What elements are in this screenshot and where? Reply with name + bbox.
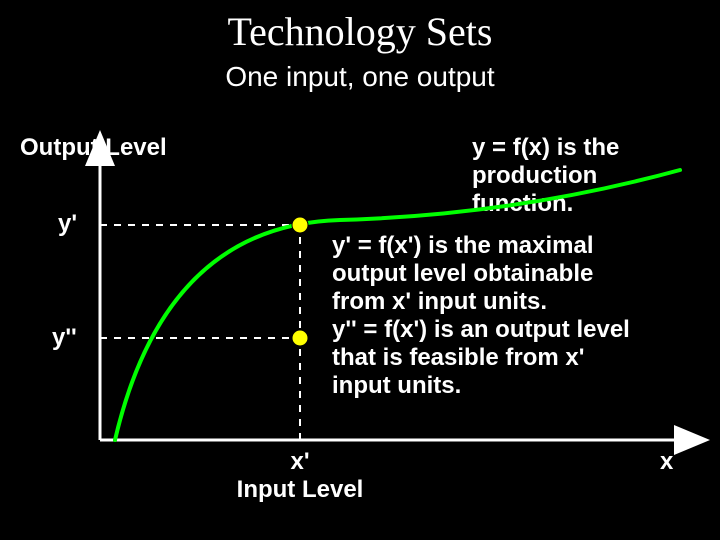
- desc-line-8: that is feasible from x': [332, 344, 584, 372]
- x-axis-label: x: [660, 448, 673, 476]
- desc-line-4: y' = f(x') is the maximal: [332, 232, 594, 260]
- y-prime-label: y': [58, 210, 77, 238]
- desc-line-5: output level obtainable: [332, 260, 593, 288]
- page-title: Technology Sets: [0, 8, 720, 55]
- desc-line-2: production: [472, 162, 597, 190]
- desc-line-3: function.: [472, 190, 573, 218]
- x-prime-label: x': [280, 448, 320, 476]
- desc-line-1: y = f(x) is the: [472, 134, 619, 162]
- desc-line-6: from x' input units.: [332, 288, 547, 316]
- page-subtitle: One input, one output: [0, 61, 720, 93]
- desc-line-9: input units.: [332, 372, 461, 400]
- output-level-label: Output Level: [20, 134, 167, 162]
- input-level-label: Input Level: [210, 476, 390, 504]
- y-double-prime-label: y'': [52, 324, 77, 352]
- desc-line-7: y'' = f(x') is an output level: [332, 316, 630, 344]
